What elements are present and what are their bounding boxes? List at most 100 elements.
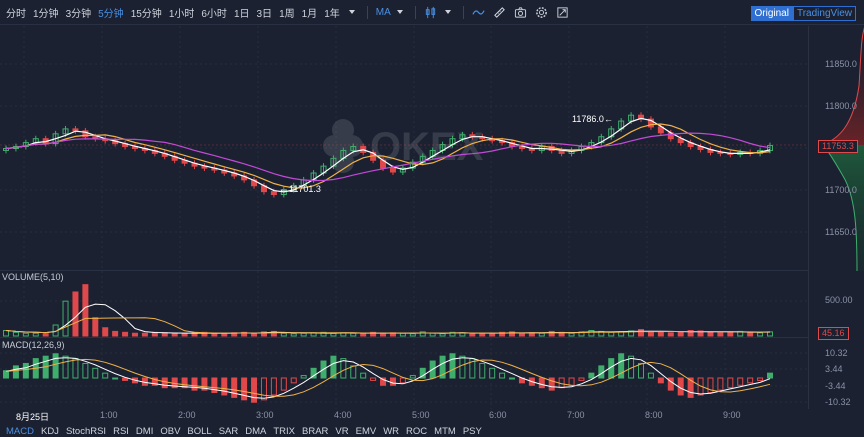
timeframe-7[interactable]: 1日 <box>233 8 250 20</box>
timeframe-11[interactable]: 1年 <box>324 8 340 20</box>
timeframe-0[interactable]: 分时 <box>6 8 26 20</box>
indicator-tab-mtm[interactable]: MTM <box>434 425 456 437</box>
volume-pane[interactable]: VOLUME(5,10) <box>0 271 808 338</box>
candle <box>707 146 714 156</box>
indicator-selector[interactable]: MA <box>375 6 391 18</box>
view-original-button[interactable]: Original <box>750 6 793 21</box>
chart-type-dropdown-caret[interactable] <box>444 10 451 14</box>
indicator-tab-sar[interactable]: SAR <box>218 425 239 437</box>
macd-hist-bar <box>439 355 446 379</box>
timeframe-6[interactable]: 6小时 <box>201 8 227 20</box>
timeframe-3[interactable]: 5分钟 <box>98 8 124 20</box>
volume-bar <box>92 317 99 337</box>
timeframe-4[interactable]: 15分钟 <box>130 8 162 20</box>
macd-pane[interactable]: MACD(12,26,9) <box>0 338 808 409</box>
macd-chart[interactable] <box>0 338 808 409</box>
timeframe-dropdown-caret[interactable] <box>348 10 355 14</box>
high-price-arrow: ← <box>604 114 613 124</box>
indicator-tab-vr[interactable]: VR <box>335 425 349 437</box>
indicator-tab-brar[interactable]: BRAR <box>302 425 329 437</box>
timeframe-8[interactable]: 3日 <box>256 8 273 20</box>
macd-hist-bar <box>92 367 99 379</box>
volume-bar <box>181 333 188 337</box>
macd-hist-bar <box>409 375 416 379</box>
volume-bar <box>191 332 198 337</box>
macd-hist-bar <box>568 377 575 386</box>
indicator-tab-psy[interactable]: PSY <box>462 425 482 437</box>
time-tick: 2:00 <box>178 410 196 420</box>
price-chart[interactable]: OKEX 11786.0 ← ← 11701.3 <box>0 26 808 271</box>
volume-bar <box>419 331 426 337</box>
indicator-tab-dma[interactable]: DMA <box>245 425 267 437</box>
gear-icon[interactable] <box>535 5 549 19</box>
price-axis[interactable]: 11850.0 11800.0 11700.0 11650.0 <box>808 26 864 271</box>
indicator-dropdown-caret[interactable] <box>396 10 403 14</box>
camera-icon[interactable] <box>514 5 528 19</box>
indicator-tab-roc[interactable]: ROC <box>406 425 428 437</box>
volume-axis: 500.00 <box>808 271 864 338</box>
volume-bar <box>141 332 148 337</box>
indicator-tab-stochrsi[interactable]: StochRSI <box>65 425 107 437</box>
macd-hist-bar <box>102 372 109 379</box>
indicator-tab-emv[interactable]: EMV <box>355 425 377 437</box>
candlestick-type-icon[interactable] <box>424 5 438 19</box>
candle <box>72 125 79 134</box>
volume-chart[interactable] <box>0 271 808 338</box>
volume-bar <box>380 332 387 337</box>
macd-hist-bar <box>707 377 714 394</box>
candle <box>3 145 9 154</box>
view-tradingview-button[interactable]: TradingView <box>792 6 856 21</box>
macd-hist-bar <box>449 353 456 379</box>
macd-hist-bar <box>687 377 694 398</box>
indicator-tab-boll[interactable]: BOLL <box>187 425 212 437</box>
candle <box>647 116 654 130</box>
price-tick: 11700.0 <box>825 185 857 195</box>
ruler-icon[interactable] <box>493 5 507 19</box>
macd-tick: 10.32 <box>825 348 848 358</box>
candle <box>221 167 228 176</box>
macd-hist-bar <box>330 355 337 379</box>
indicator-tab-macd[interactable]: MACD <box>6 425 34 437</box>
volume-bar <box>360 333 367 337</box>
volume-bar <box>350 332 357 337</box>
indicator-tab-obv[interactable]: OBV <box>160 425 181 437</box>
line-tool-icon[interactable] <box>472 5 486 19</box>
indicator-tab-trix[interactable]: TRIX <box>273 425 296 437</box>
volume-bar <box>32 332 39 337</box>
indicator-tab-dmi[interactable]: DMI <box>135 425 154 437</box>
macd-hist-bar <box>459 355 466 379</box>
indicator-tab-kdj[interactable]: KDJ <box>40 425 59 437</box>
time-tick: 6:00 <box>489 410 507 420</box>
volume-bar <box>717 332 724 337</box>
macd-hist-bar <box>221 377 228 396</box>
grid <box>0 26 808 271</box>
indicator-tab-wr[interactable]: WR <box>383 425 400 437</box>
timeframe-2[interactable]: 3分钟 <box>65 8 92 20</box>
price-chart-pane[interactable]: OKEX 11786.0 ← ← 11701.3 <box>0 26 808 271</box>
volume-bar <box>82 284 89 337</box>
macd-hist-bar <box>181 377 188 389</box>
grid <box>0 271 808 338</box>
candle <box>598 133 605 146</box>
price-tick: 11650.0 <box>825 227 857 237</box>
fullscreen-icon[interactable] <box>556 5 570 19</box>
timeframe-10[interactable]: 1月 <box>301 8 318 20</box>
timeframe-9[interactable]: 1周 <box>279 8 295 20</box>
timeframe-5[interactable]: 1小时 <box>168 8 195 20</box>
macd-hist-bar <box>12 365 19 379</box>
time-tick: 5:00 <box>412 410 430 420</box>
macd-hist-bar <box>251 377 258 403</box>
volume-pane-title: VOLUME(5,10) <box>2 272 64 282</box>
macd-hist-bar <box>727 377 734 389</box>
candle <box>251 176 258 189</box>
macd-hist-bar <box>717 377 724 391</box>
volume-bar <box>409 333 416 337</box>
indicator-tab-rsi[interactable]: RSI <box>113 425 129 437</box>
volume-bar <box>102 327 109 337</box>
volume-bar <box>241 331 248 337</box>
toolbar-separator <box>366 5 368 19</box>
candle <box>528 145 535 154</box>
high-price-label: 11786.0 <box>572 114 604 124</box>
volume-bar <box>300 332 307 337</box>
timeframe-1[interactable]: 1分钟 <box>33 8 59 20</box>
